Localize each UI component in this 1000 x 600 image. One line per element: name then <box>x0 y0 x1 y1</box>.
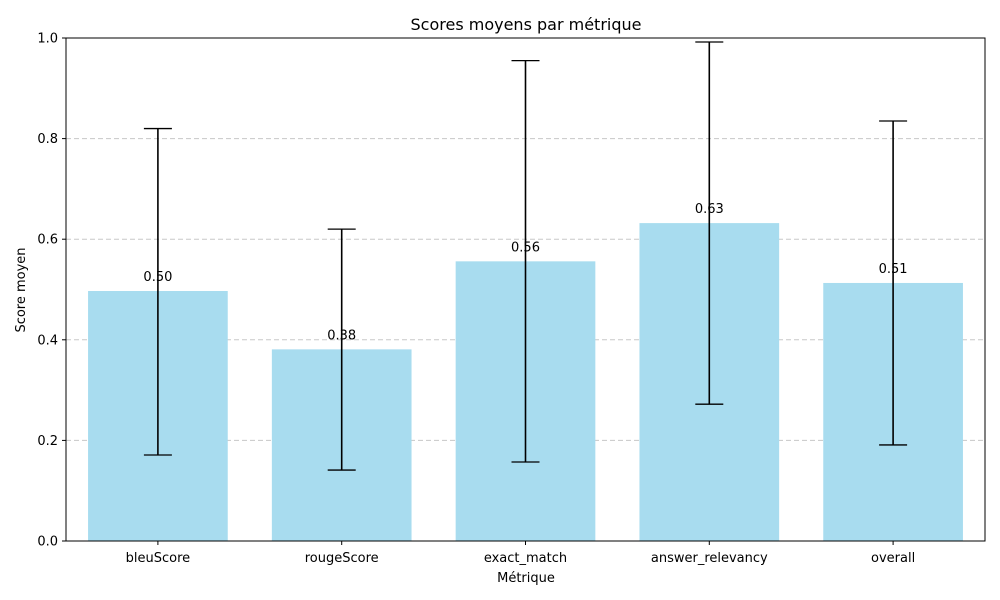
x-axis-ticks: bleuScore rougeScore exact_match answer_rel… <box>126 541 915 566</box>
data-label: 0.38 <box>327 328 356 343</box>
x-tick-label: answer_relevancy <box>651 551 768 566</box>
data-label: 0.56 <box>511 240 540 255</box>
error-bars <box>143 41 908 471</box>
data-labels: 0.50 0.38 0.56 0.63 0.51 <box>143 202 907 343</box>
data-label: 0.51 <box>879 262 908 277</box>
data-label: 0.50 <box>143 270 172 285</box>
x-tick-label: exact_match <box>484 551 567 566</box>
chart-title: Scores moyens par métrique <box>411 15 642 34</box>
x-tick-label: overall <box>871 551 915 566</box>
x-tick-label: bleuScore <box>126 551 191 566</box>
y-tick-label: 0.6 <box>37 233 58 248</box>
y-tick-label: 0.4 <box>37 333 58 348</box>
y-tick-label: 0.2 <box>37 434 58 449</box>
y-tick-label: 1.0 <box>37 32 58 47</box>
y-tick-label: 0.8 <box>37 132 58 147</box>
x-axis-label: Métrique <box>497 571 555 586</box>
x-tick-label: rougeScore <box>305 551 379 566</box>
y-tick-label: 0.0 <box>37 535 58 550</box>
y-axis-label: Score moyen <box>14 247 29 332</box>
data-label: 0.63 <box>695 202 724 217</box>
y-axis-ticks: 0.0 0.2 0.4 0.6 0.8 1.0 <box>37 32 66 550</box>
